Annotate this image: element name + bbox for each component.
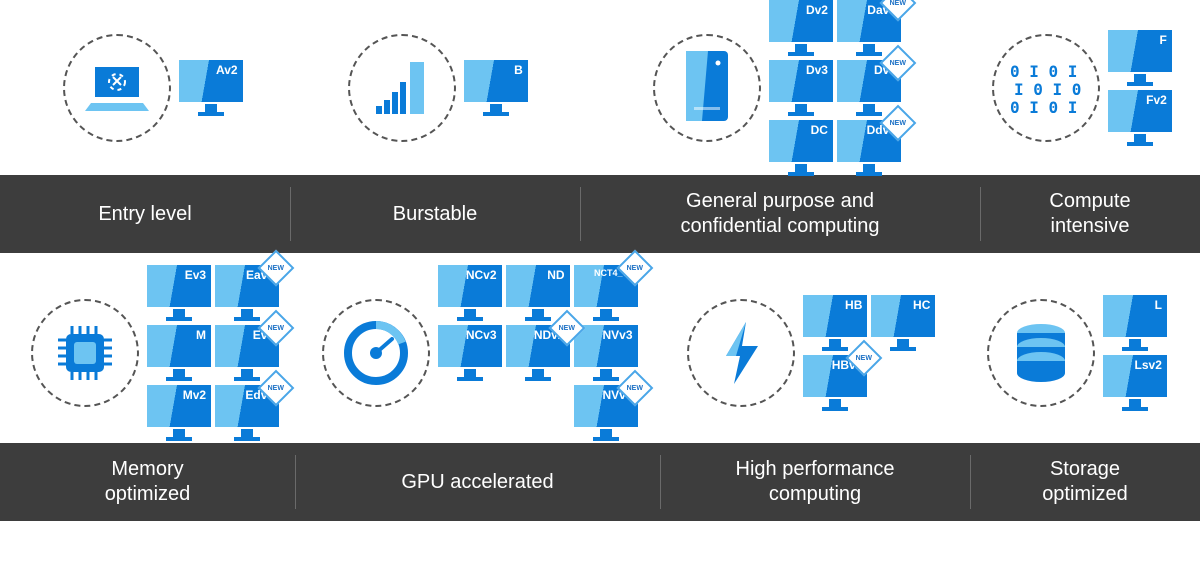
laptop-icon xyxy=(85,63,149,113)
label-burstable: Burstable xyxy=(290,175,580,253)
monitor-label: Dv3 xyxy=(806,63,828,77)
monitor-label: F xyxy=(1159,33,1166,47)
cat-hpc: HB HC HBv2NEW xyxy=(659,263,964,443)
monitor-nd: ND xyxy=(506,265,570,321)
monitor-label: Dv2 xyxy=(806,3,828,17)
monitor-dav4: Dav4NEW xyxy=(837,0,901,56)
monitor-label: Ev3 xyxy=(185,268,206,282)
monitor-label: Lsv2 xyxy=(1135,358,1162,372)
monitor-dv2: Dv2 xyxy=(769,0,833,56)
bolt-icon xyxy=(720,320,762,386)
compute-monitors: F Fv2 xyxy=(1108,30,1172,146)
monitor-label: Av2 xyxy=(216,63,238,77)
cat-memory: Ev3 Eav4NEW M Ev4NEW Mv2 Edv4NEW xyxy=(10,263,300,443)
hpc-icon-circle xyxy=(687,299,795,407)
label-hpc: High performance computing xyxy=(660,443,970,521)
monitor-label: NCv3 xyxy=(466,328,497,342)
label-entry: Entry level xyxy=(0,175,290,253)
monitor-ev3: Ev3 xyxy=(147,265,211,321)
monitor-ncv2: NCv2 xyxy=(438,265,502,321)
monitor-label: NVv3 xyxy=(603,328,633,342)
server-icon xyxy=(686,51,728,125)
svg-text:0 I 0 I 0: 0 I 0 I 0 xyxy=(1010,62,1082,81)
cat-burstable: B xyxy=(295,0,580,175)
monitor-dv3: Dv3 xyxy=(769,60,833,116)
general-monitors: Dv2 Dav4NEW Dv3 Dv4NEW DC Ddv4NEW xyxy=(769,0,901,176)
monitor-label: M xyxy=(196,328,206,342)
monitor-dv4: Dv4NEW xyxy=(837,60,901,116)
monitor-hc: HC xyxy=(871,295,935,351)
entry-monitors: Av2 xyxy=(179,60,243,116)
monitor-nct4v3: NCT4_v3NEW xyxy=(574,265,638,321)
row2-visual: Ev3 Eav4NEW M Ev4NEW Mv2 Edv4NEW xyxy=(0,253,1200,443)
monitor-label: L xyxy=(1155,298,1162,312)
monitor-label: HC xyxy=(913,298,930,312)
burstable-icon-circle xyxy=(348,34,456,142)
gauge-icon xyxy=(342,319,410,387)
monitor-ndv2: NDv2NEW xyxy=(506,325,570,381)
monitor-label: HB xyxy=(845,298,862,312)
monitor-ncv3: NCv3 xyxy=(438,325,502,381)
label-memory: Memory optimized xyxy=(0,443,295,521)
cat-general-purpose: Dv2 Dav4NEW Dv3 Dv4NEW DC Ddv4NEW xyxy=(580,0,973,175)
monitor-label: B xyxy=(514,63,523,77)
chip-icon xyxy=(54,322,116,384)
gpu-icon-circle xyxy=(322,299,430,407)
monitor-label: Fv2 xyxy=(1146,93,1167,107)
binary-icon: 0 I 0 I 0 I 0 I 0 I 0 I 0 I 0 xyxy=(1010,61,1082,115)
label-compute: Compute intensive xyxy=(980,175,1200,253)
monitor-label: NCv2 xyxy=(466,268,497,282)
memory-monitors: Ev3 Eav4NEW M Ev4NEW Mv2 Edv4NEW xyxy=(147,265,279,441)
label-storage: Storage optimized xyxy=(970,443,1200,521)
monitor-nvv4: NVv4NEW xyxy=(574,385,638,441)
burstable-monitors: B xyxy=(464,60,528,116)
monitor-m: M xyxy=(147,325,211,381)
gpu-monitors: NCv2 ND NCT4_v3NEW NCv3 NDv2NEW NVv3 NVv… xyxy=(438,265,638,441)
storage-icon-circle xyxy=(987,299,1095,407)
svg-text:0 I 0 I 0: 0 I 0 I 0 xyxy=(1010,98,1082,115)
monitor-hb: HB xyxy=(803,295,867,351)
monitor-eav4: Eav4NEW xyxy=(215,265,279,321)
monitor-ev4: Ev4NEW xyxy=(215,325,279,381)
cat-compute-intensive: 0 I 0 I 0 I 0 I 0 I 0 I 0 I 0 F Fv2 xyxy=(974,0,1190,175)
row2-label-bar: Memory optimized GPU accelerated High pe… xyxy=(0,443,1200,521)
cat-gpu: NCv2 ND NCT4_v3NEW NCv3 NDv2NEW NVv3 NVv… xyxy=(300,263,659,443)
monitor-label: ND xyxy=(547,268,564,282)
monitor-l: L xyxy=(1103,295,1167,351)
memory-icon-circle xyxy=(31,299,139,407)
entry-icon-circle xyxy=(63,34,171,142)
monitor-lsv2: Lsv2 xyxy=(1103,355,1167,411)
monitor-fv2: Fv2 xyxy=(1108,90,1172,146)
compute-icon-circle: 0 I 0 I 0 I 0 I 0 I 0 I 0 I 0 xyxy=(992,34,1100,142)
monitor-mv2: Mv2 xyxy=(147,385,211,441)
row1-visual: Av2 B xyxy=(0,0,1200,175)
cat-entry-level: Av2 xyxy=(10,0,295,175)
database-icon xyxy=(1013,323,1069,383)
cat-storage: L Lsv2 xyxy=(964,263,1190,443)
monitor-nvv3: NVv3 xyxy=(574,325,638,381)
storage-monitors: L Lsv2 xyxy=(1103,295,1167,411)
monitor-edv4: Edv4NEW xyxy=(215,385,279,441)
monitor-dc: DC xyxy=(769,120,833,176)
monitor-label: DC xyxy=(811,123,828,137)
monitor-av2: Av2 xyxy=(179,60,243,116)
general-icon-circle xyxy=(653,34,761,142)
hpc-monitors: HB HC HBv2NEW xyxy=(803,295,935,411)
monitor-b: B xyxy=(464,60,528,116)
label-gpu: GPU accelerated xyxy=(295,443,660,521)
monitor-label: Mv2 xyxy=(183,388,206,402)
label-general: General purpose and confidential computi… xyxy=(580,175,980,253)
bars-icon xyxy=(370,56,434,120)
monitor-hbv2: HBv2NEW xyxy=(803,355,867,411)
monitor-ddv4: Ddv4NEW xyxy=(837,120,901,176)
row1-label-bar: Entry level Burstable General purpose an… xyxy=(0,175,1200,253)
svg-text:I 0 I 0 I: I 0 I 0 I xyxy=(1014,80,1082,99)
monitor-f: F xyxy=(1108,30,1172,86)
